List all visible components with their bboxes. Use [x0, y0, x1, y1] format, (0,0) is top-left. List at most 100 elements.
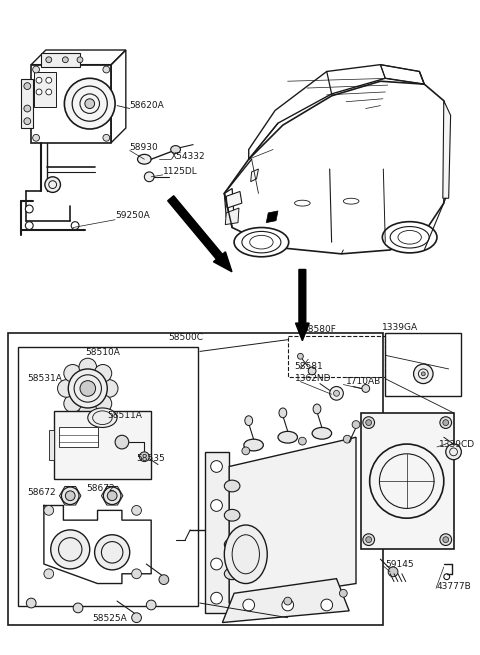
- Circle shape: [71, 221, 79, 229]
- Circle shape: [363, 417, 374, 428]
- Ellipse shape: [138, 155, 151, 164]
- Circle shape: [414, 364, 433, 384]
- Circle shape: [108, 491, 117, 500]
- Bar: [8, 333, 384, 626]
- Ellipse shape: [244, 440, 264, 451]
- Text: 58580F: 58580F: [302, 326, 336, 335]
- Text: 1362ND: 1362ND: [295, 374, 331, 383]
- Polygon shape: [229, 438, 356, 603]
- Text: 58930: 58930: [130, 143, 158, 152]
- Circle shape: [64, 365, 82, 382]
- Polygon shape: [225, 208, 239, 225]
- Circle shape: [132, 613, 142, 622]
- Circle shape: [25, 221, 33, 229]
- Circle shape: [421, 372, 425, 376]
- Text: 58500C: 58500C: [168, 333, 203, 343]
- Circle shape: [44, 506, 54, 515]
- Circle shape: [73, 603, 83, 613]
- Polygon shape: [226, 191, 242, 208]
- Circle shape: [68, 369, 108, 408]
- Bar: [18, 348, 198, 606]
- Circle shape: [79, 358, 96, 376]
- Circle shape: [46, 89, 52, 95]
- Circle shape: [132, 569, 142, 578]
- Circle shape: [146, 600, 156, 610]
- Bar: [22, 79, 33, 128]
- Circle shape: [211, 500, 222, 512]
- Bar: [361, 413, 454, 550]
- Circle shape: [94, 395, 112, 413]
- Circle shape: [440, 417, 452, 428]
- Circle shape: [103, 134, 110, 141]
- Circle shape: [330, 386, 343, 400]
- Polygon shape: [205, 452, 229, 613]
- Circle shape: [388, 567, 398, 576]
- Text: 58535: 58535: [136, 454, 165, 463]
- Circle shape: [46, 77, 52, 83]
- Circle shape: [363, 534, 374, 546]
- Ellipse shape: [224, 538, 240, 550]
- Circle shape: [284, 597, 292, 605]
- Circle shape: [366, 420, 372, 426]
- Circle shape: [159, 574, 169, 584]
- Circle shape: [25, 205, 33, 213]
- Circle shape: [299, 438, 306, 445]
- Ellipse shape: [245, 416, 252, 426]
- Polygon shape: [222, 578, 349, 622]
- Circle shape: [24, 105, 31, 112]
- Circle shape: [79, 401, 96, 419]
- Circle shape: [282, 599, 294, 611]
- Circle shape: [26, 598, 36, 608]
- Bar: [34, 73, 56, 107]
- Text: 1339CD: 1339CD: [439, 440, 475, 449]
- Circle shape: [36, 77, 42, 83]
- Circle shape: [243, 599, 254, 611]
- Circle shape: [64, 79, 115, 129]
- Ellipse shape: [224, 480, 240, 492]
- Bar: [49, 430, 54, 460]
- Circle shape: [352, 421, 360, 428]
- Circle shape: [51, 530, 90, 569]
- Text: 58581: 58581: [295, 362, 324, 371]
- Circle shape: [33, 66, 39, 73]
- Circle shape: [33, 134, 39, 141]
- Ellipse shape: [383, 221, 437, 253]
- Ellipse shape: [312, 428, 332, 440]
- Circle shape: [115, 436, 129, 449]
- Bar: [54, 411, 151, 479]
- Circle shape: [211, 460, 222, 472]
- Text: 58672: 58672: [86, 485, 114, 493]
- Text: 58525A: 58525A: [92, 614, 127, 623]
- Text: 59145: 59145: [385, 559, 414, 569]
- Polygon shape: [266, 211, 278, 223]
- FancyArrow shape: [296, 269, 309, 341]
- Circle shape: [362, 384, 370, 392]
- Circle shape: [144, 172, 154, 181]
- Ellipse shape: [234, 227, 288, 257]
- Bar: [59, 428, 97, 447]
- Circle shape: [211, 558, 222, 570]
- Ellipse shape: [224, 525, 267, 584]
- Circle shape: [308, 367, 316, 375]
- Circle shape: [80, 381, 96, 396]
- Circle shape: [64, 395, 82, 413]
- Text: X54332: X54332: [171, 152, 205, 161]
- Text: 59250A: 59250A: [115, 212, 150, 220]
- Circle shape: [443, 536, 449, 542]
- Circle shape: [45, 177, 60, 193]
- Circle shape: [103, 487, 121, 504]
- Circle shape: [298, 353, 303, 359]
- Circle shape: [242, 447, 250, 455]
- Circle shape: [103, 66, 110, 73]
- Polygon shape: [251, 169, 258, 181]
- Circle shape: [24, 118, 31, 124]
- Circle shape: [334, 390, 339, 396]
- Circle shape: [446, 444, 461, 460]
- Circle shape: [94, 365, 112, 382]
- Text: 58511A: 58511A: [108, 411, 142, 421]
- Text: 43777B: 43777B: [437, 582, 472, 591]
- Text: 58510A: 58510A: [85, 348, 120, 357]
- Text: 1339GA: 1339GA: [382, 324, 418, 333]
- Polygon shape: [443, 101, 451, 198]
- Circle shape: [24, 83, 31, 90]
